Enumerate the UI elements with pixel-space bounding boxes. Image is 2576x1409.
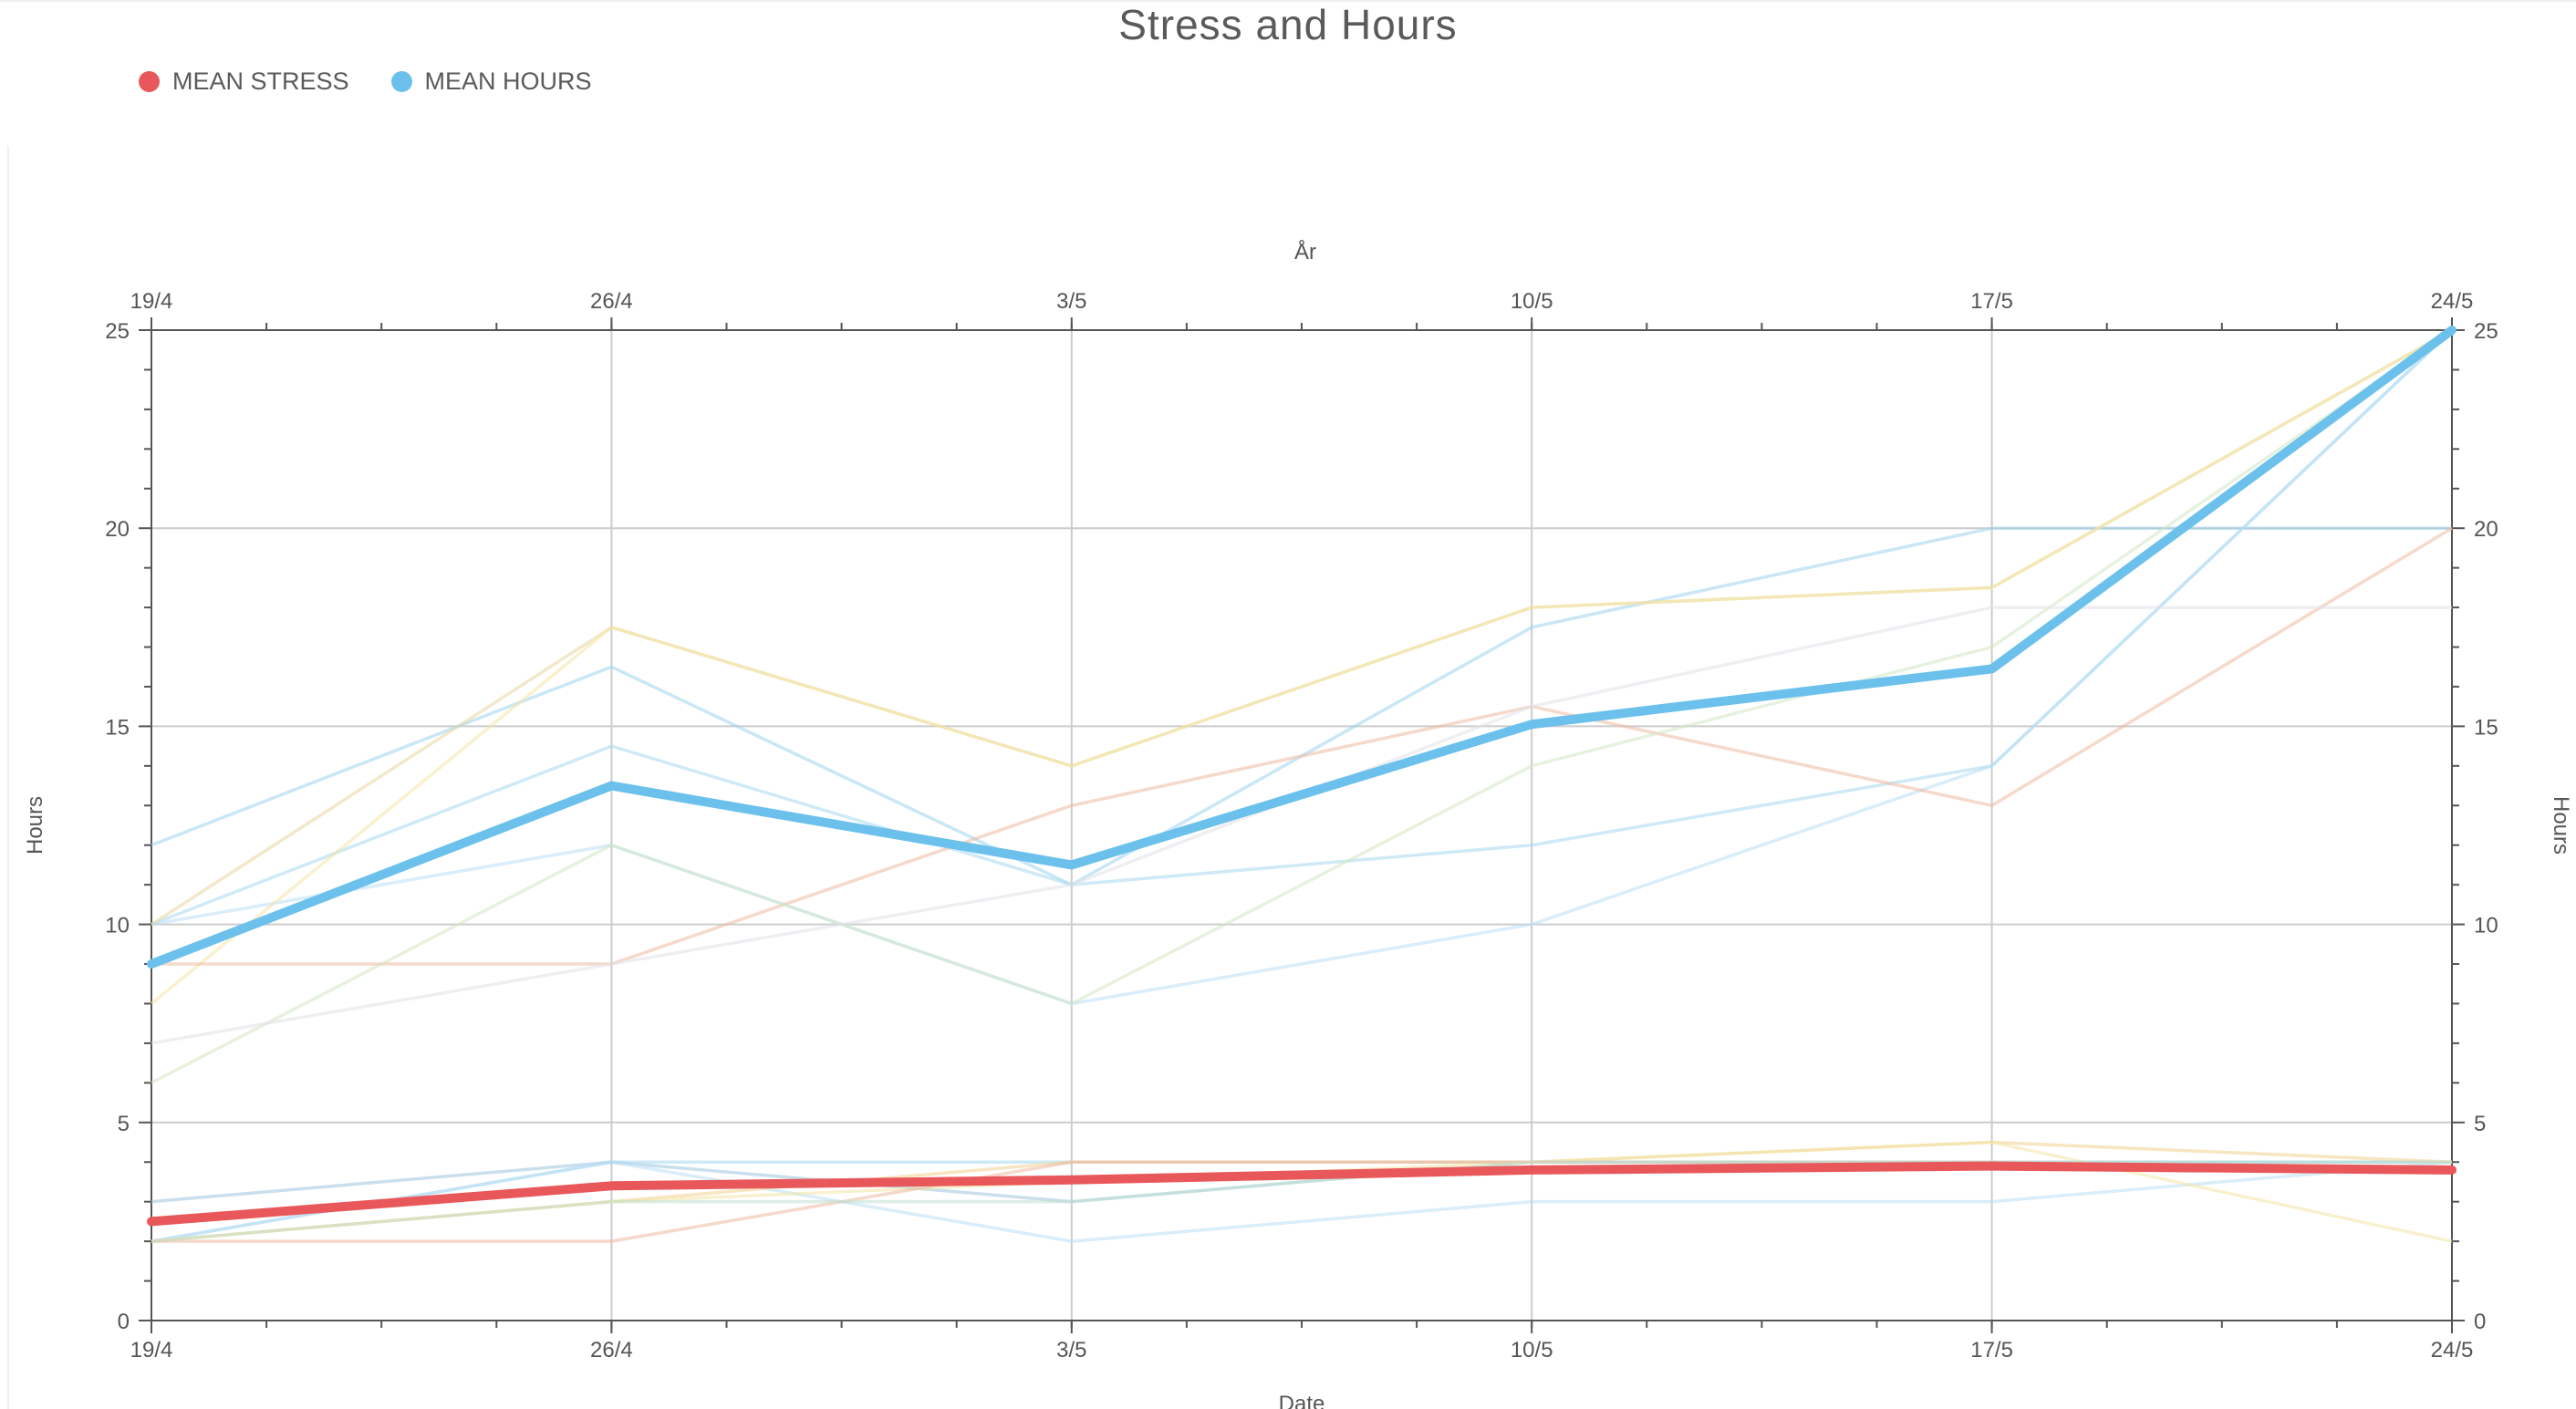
legend-swatch-mean-stress xyxy=(139,71,160,92)
x-tick-label-top: 19/4 xyxy=(130,289,173,314)
background-series-line-3 xyxy=(151,328,2453,927)
y-tick-label-right: 5 xyxy=(2474,1112,2486,1136)
x-axis-title-top: År xyxy=(1294,239,1316,264)
main-series xyxy=(147,326,2457,1227)
y-tick-label-left: 15 xyxy=(105,715,130,740)
data-point-mean-hours xyxy=(610,784,613,787)
axis-titles: Date År Hours Hours xyxy=(23,239,2573,1409)
background-series-line-4 xyxy=(150,328,2453,1005)
x-tick-label-bottom: 3/5 xyxy=(1056,1338,1086,1362)
data-point-mean-hours xyxy=(1990,668,1993,670)
background-series-line-1 xyxy=(151,328,2454,927)
y-tick-label-right: 0 xyxy=(2474,1310,2486,1334)
x-tick-label-top: 17/5 xyxy=(1970,289,2013,314)
x-tick-label-bottom: 24/5 xyxy=(2431,1338,2474,1362)
legend: MEAN STRESS MEAN HOURS xyxy=(139,67,592,96)
legend-item-mean-stress[interactable]: MEAN STRESS xyxy=(139,67,349,96)
top-border xyxy=(0,0,2576,2)
y-tick-label-right: 10 xyxy=(2474,914,2498,938)
legend-item-mean-hours[interactable]: MEAN HOURS xyxy=(390,67,592,96)
x-tick-label-bottom: 17/5 xyxy=(1970,1338,2013,1362)
x-axis-title-bottom: Date xyxy=(1279,1392,1325,1409)
y-axis-title-left: Hours xyxy=(23,796,47,855)
legend-label-mean-stress: MEAN STRESS xyxy=(172,67,349,95)
x-tick-label-bottom: 19/4 xyxy=(130,1338,173,1362)
background-series-line-6 xyxy=(151,328,2453,1084)
legend-swatch-mean-hours xyxy=(390,71,412,92)
chart-title: Stress and Hours xyxy=(1118,1,1458,48)
data-point-mean-hours xyxy=(1070,864,1073,866)
left-frame-rule xyxy=(7,146,9,1409)
y-tick-label-left: 0 xyxy=(118,1310,130,1334)
y-tick-label-left: 25 xyxy=(105,319,130,344)
data-point-mean-stress xyxy=(2451,1168,2453,1171)
series-line-mean-stress xyxy=(147,1161,2457,1227)
background-series-line-7 xyxy=(151,606,2452,1045)
data-point-mean-stress xyxy=(151,1220,152,1223)
data-point-mean-hours xyxy=(2451,329,2453,331)
background-series-line-5 xyxy=(151,526,2453,966)
y-tick-label-right: 20 xyxy=(2474,517,2498,542)
data-point-mean-hours xyxy=(1531,723,1533,726)
y-tick-label-left: 20 xyxy=(105,517,130,542)
data-point-mean-stress xyxy=(1070,1178,1073,1181)
background-series xyxy=(150,328,2454,1243)
y-tick-label-left: 10 xyxy=(105,914,130,938)
x-tick-label-top: 24/5 xyxy=(2431,289,2474,314)
background-series-line-10 xyxy=(151,1160,2453,1243)
series-line-mean-hours xyxy=(147,326,2457,969)
data-point-mean-hours xyxy=(151,963,152,966)
data-point-mean-stress xyxy=(1531,1168,1533,1171)
data-point-mean-stress xyxy=(610,1185,613,1187)
legend-label-mean-hours: MEAN HOURS xyxy=(424,67,592,95)
y-tick-label-left: 5 xyxy=(118,1112,130,1136)
ticks xyxy=(139,317,2465,1333)
x-tick-label-bottom: 10/5 xyxy=(1511,1338,1553,1362)
x-tick-label-top: 10/5 xyxy=(1511,289,1553,314)
background-series-line-2 xyxy=(151,328,2454,1006)
y-tick-label-right: 15 xyxy=(2474,715,2498,740)
background-series-line-14 xyxy=(151,1160,2452,1243)
data-point-mean-stress xyxy=(1990,1165,1993,1167)
y-tick-label-right: 25 xyxy=(2474,319,2498,344)
x-tick-label-top: 26/4 xyxy=(590,289,633,314)
y-axis-title-right: Hours xyxy=(2549,796,2573,855)
x-tick-label-top: 3/5 xyxy=(1056,289,1086,314)
x-tick-label-bottom: 26/4 xyxy=(590,1338,633,1362)
